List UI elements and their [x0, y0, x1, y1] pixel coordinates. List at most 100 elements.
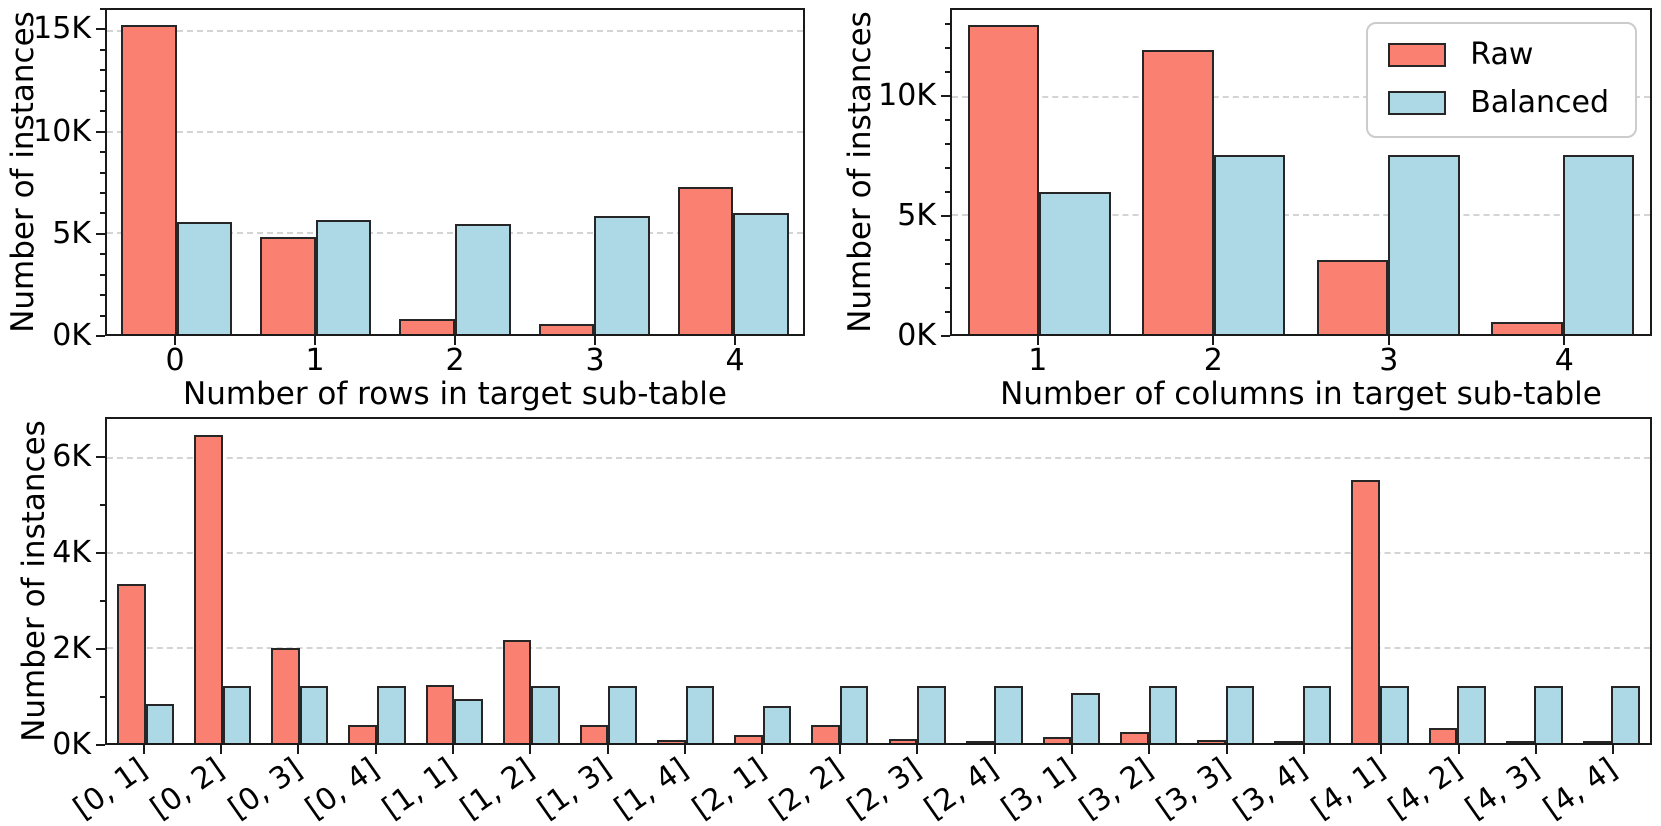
x-tick-label: 0: [165, 343, 185, 378]
x-tick-label-text: [0, 4]: [299, 751, 386, 826]
pairs-y-axis: 0K 2K 4K 6K: [0, 417, 105, 760]
x-tick-label: 1: [1028, 343, 1048, 378]
bar-raw-4: [425, 685, 455, 743]
x-tick: [916, 745, 919, 754]
y-tick-label: 5K: [897, 197, 936, 233]
rows-x-axis: 0 1 2 3 4: [105, 336, 805, 378]
bar-balanced-13: [1148, 686, 1178, 743]
y-minor-tick: [100, 151, 105, 154]
y-tick: [96, 28, 105, 31]
bar-raw-14: [1197, 740, 1226, 743]
x-tick-label-text: [4, 2]: [1382, 751, 1469, 826]
x-tick: [454, 336, 456, 345]
legend-swatch-balanced: [1388, 91, 1447, 115]
y-minor-tick: [945, 286, 950, 289]
legend-label-balanced: Balanced: [1470, 85, 1609, 120]
gridline: [107, 647, 1650, 650]
y-tick-label: 15K: [33, 11, 91, 47]
x-tick: [993, 745, 996, 754]
y-minor-tick: [945, 262, 950, 265]
bar-raw-10: [888, 738, 918, 743]
rows-y-axis: 0K 5K 10K 15K: [0, 8, 105, 351]
columns-plot-area: Raw Balanced: [950, 8, 1652, 336]
columns-y-axis: 0K 5K 10K: [862, 8, 950, 351]
x-tick: [1387, 336, 1390, 345]
y-minor-tick: [945, 22, 950, 25]
bar-raw-17: [1428, 727, 1458, 743]
bar-balanced-3: [1562, 154, 1635, 334]
x-tick-label-text: [4, 4]: [1536, 751, 1624, 826]
bar-raw-2: [1316, 260, 1389, 334]
bar-balanced-1: [315, 219, 372, 334]
bar-raw-6: [579, 724, 609, 743]
y-minor-tick: [100, 8, 105, 11]
x-tick-label-text: [3, 3]: [1150, 751, 1237, 826]
legend: Raw Balanced: [1366, 22, 1637, 138]
bar-raw-8: [734, 735, 763, 743]
y-tick-label: 5K: [52, 215, 91, 251]
y-minor-tick: [100, 212, 105, 215]
pairs-plot-area: [105, 417, 1652, 745]
legend-item-raw: Raw: [1388, 40, 1609, 70]
bar-balanced-9: [839, 686, 869, 743]
bar-balanced-4: [454, 699, 483, 743]
bar-balanced-0: [1039, 191, 1111, 334]
bar-raw-0: [967, 25, 1040, 334]
bar-raw-19: [1582, 741, 1612, 743]
y-minor-tick: [100, 171, 105, 174]
x-tick: [142, 745, 145, 754]
x-tick-label-text: [4, 3]: [1459, 751, 1546, 826]
legend-label-raw: Raw: [1470, 37, 1534, 72]
y-minor-tick: [945, 142, 950, 145]
gridline: [107, 552, 1650, 555]
bar-balanced-17: [1457, 686, 1486, 743]
y-minor-tick: [100, 48, 105, 51]
y-minor-tick: [945, 190, 950, 193]
bar-raw-11: [965, 741, 995, 743]
legend-item-balanced: Balanced: [1388, 88, 1609, 118]
y-minor-tick: [100, 273, 105, 276]
gridline: [107, 30, 803, 33]
pairs-x-axis: [0, 1] [0, 2] [0, 3] [0, 4] [1, 1] [1, 2] [1, …: [67, 745, 1652, 826]
y-tick: [941, 94, 950, 97]
columns-x-axis-label: Number of columns in target sub-table: [1000, 376, 1602, 412]
y-minor-tick: [100, 503, 105, 506]
bar-raw-3: [348, 725, 377, 743]
bar-balanced-12: [1071, 692, 1100, 743]
bar-raw-9: [811, 725, 840, 743]
bar-balanced-16: [1379, 686, 1409, 743]
bar-raw-1: [1142, 50, 1214, 334]
bar-raw-12: [1042, 737, 1072, 743]
y-tick-label: 0K: [52, 727, 91, 762]
bar-balanced-1: [1213, 154, 1286, 334]
y-tick: [96, 130, 105, 133]
bar-balanced-19: [1611, 686, 1640, 743]
y-minor-tick: [100, 314, 105, 317]
y-minor-tick: [945, 118, 950, 121]
x-tick: [1380, 745, 1383, 754]
x-tick: [1612, 745, 1615, 754]
y-tick-label: 4K: [52, 534, 91, 570]
x-tick-label-text: [1, 2]: [454, 751, 541, 826]
y-tick: [96, 455, 105, 458]
gridline: [952, 95, 1650, 98]
x-tick: [529, 745, 532, 754]
x-tick: [761, 745, 764, 754]
x-tick: [594, 336, 596, 345]
x-tick-label: 2: [1203, 343, 1223, 378]
bar-balanced-10: [917, 686, 946, 743]
x-tick: [1225, 745, 1228, 754]
bar-raw-3: [1491, 322, 1563, 334]
bar-balanced-11: [994, 686, 1023, 743]
bar-balanced-8: [762, 706, 792, 743]
y-minor-tick: [945, 238, 950, 241]
y-minor-tick: [100, 110, 105, 113]
y-minor-tick: [100, 599, 105, 602]
y-tick-label: 10K: [33, 113, 91, 149]
x-tick-label: 4: [725, 343, 745, 378]
bar-balanced-7: [685, 686, 715, 743]
x-tick: [1148, 745, 1151, 754]
bar-raw-15: [1274, 741, 1303, 743]
y-tick-label: 10K: [878, 77, 936, 113]
